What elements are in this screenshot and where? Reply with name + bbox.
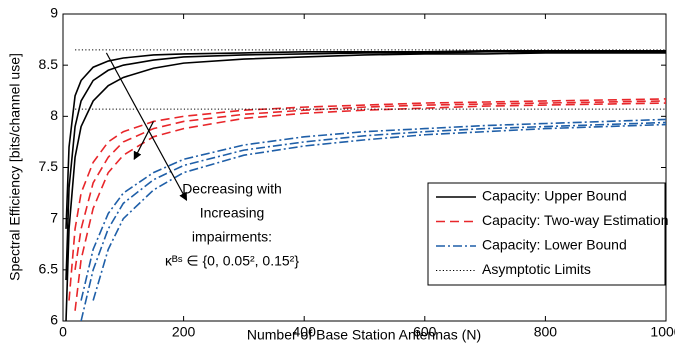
annotation-text: impairments:	[192, 229, 272, 245]
annotation-text: κᴮˢ ∈ {0, 0.05², 0.15²}	[165, 253, 299, 269]
series-line	[74, 102, 666, 311]
annotation-arrow	[105, 52, 188, 201]
annotation-text: Increasing	[200, 205, 265, 221]
legend-label: Capacity: Upper Bound	[482, 188, 627, 204]
y-tick-label: 8.5	[39, 56, 59, 72]
y-tick-label: 7	[50, 209, 58, 225]
x-tick-label: 600	[413, 324, 437, 340]
legend-box	[427, 182, 666, 286]
y-tick-label: 9	[50, 5, 58, 21]
legend-label: Capacity: Lower Bound	[482, 237, 627, 253]
series-line	[65, 50, 666, 229]
series-line	[74, 100, 666, 270]
x-tick-label: 400	[293, 324, 317, 340]
legend-label: Capacity: Two-way Estimation	[482, 212, 668, 228]
y-axis-label: Spectral Efficiency [bits/channel use]	[7, 53, 23, 281]
y-tick-label: 7.5	[39, 158, 59, 174]
x-axis-label: Number of Base Station Antennas (N)	[247, 327, 481, 343]
series-line	[65, 52, 666, 321]
series-line	[68, 98, 666, 301]
y-tick-label: 6.5	[39, 261, 59, 277]
series-line	[92, 123, 666, 301]
series-line	[80, 118, 666, 301]
x-tick-label: 1000	[650, 324, 675, 340]
legend-label: Asymptotic Limits	[482, 261, 591, 277]
annotation-arrow	[133, 121, 154, 161]
x-tick-label: 800	[534, 324, 558, 340]
plot-lines	[65, 49, 666, 321]
x-tick-label: 0	[59, 324, 67, 340]
y-tick-label: 8	[50, 107, 58, 123]
y-tick-label: 6	[50, 312, 58, 328]
x-tick-label: 200	[172, 324, 196, 340]
annotation-text: Decreasing with	[182, 181, 282, 197]
series-line	[80, 121, 666, 321]
